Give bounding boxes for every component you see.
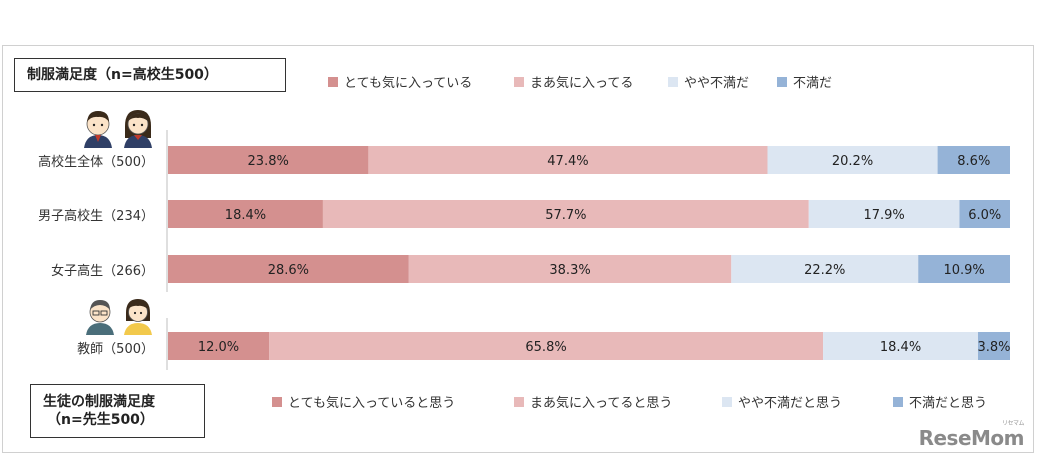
legend-bottom-item-4: 不満だと思う bbox=[893, 392, 987, 411]
data-label-teacher-somewhat-satisfied: 65.8% bbox=[525, 340, 566, 355]
chart-title-teachers: 生徒の制服満足度 （n=先生500） bbox=[30, 384, 205, 438]
legend-swatch bbox=[514, 396, 524, 407]
legend-label: 不満だと思う bbox=[909, 396, 988, 411]
bar-teacher-somewhat-dissatisfied bbox=[823, 332, 979, 360]
bar-teacher-very-satisfied bbox=[168, 332, 270, 360]
data-label-all-very-satisfied: 23.8% bbox=[248, 154, 289, 169]
data-label-teacher-somewhat-dissatisfied: 18.4% bbox=[880, 340, 921, 355]
legend-swatch bbox=[328, 76, 338, 87]
student-icons bbox=[84, 110, 152, 148]
bar-all-very-satisfied bbox=[168, 146, 369, 174]
legend-swatch bbox=[722, 396, 732, 407]
resemom-watermark: リセマム ReseMom bbox=[918, 420, 1025, 450]
chart-title-teachers-line2: （n=先生500） bbox=[47, 412, 154, 428]
watermark-sub: リセマム bbox=[1001, 420, 1025, 427]
data-label-female-dissatisfied: 10.9% bbox=[943, 263, 984, 278]
legend-label: 不満だ bbox=[793, 76, 833, 91]
row-label-all: 高校生全体（500） bbox=[38, 155, 154, 170]
legend-bottom-item-1: とても気に入っていると思う bbox=[272, 392, 455, 411]
bar-all-dissatisfied bbox=[937, 146, 1010, 174]
data-label-male-somewhat-satisfied: 57.7% bbox=[545, 208, 586, 223]
bar-female-somewhat-dissatisfied bbox=[731, 255, 919, 283]
bar-male-somewhat-satisfied bbox=[322, 200, 809, 228]
legend-label: とても気に入っていると思う bbox=[288, 396, 456, 411]
legend-swatch bbox=[893, 396, 903, 407]
legend-swatch bbox=[272, 396, 282, 407]
data-label-male-somewhat-dissatisfied: 17.9% bbox=[863, 208, 904, 223]
data-label-female-somewhat-dissatisfied: 22.2% bbox=[804, 263, 845, 278]
row-label-teacher: 教師（500） bbox=[77, 342, 154, 357]
legend-swatch bbox=[514, 76, 524, 87]
data-label-all-somewhat-satisfied: 47.4% bbox=[547, 154, 588, 169]
legend-top-item-3: やや不満だ bbox=[668, 72, 749, 91]
legend-label: まあ気に入ってると思う bbox=[530, 396, 673, 411]
bar-all-somewhat-dissatisfied bbox=[767, 146, 938, 174]
teacher-icons bbox=[86, 299, 152, 335]
legend-swatch bbox=[777, 76, 787, 87]
legend-bottom-item-2: まあ気に入ってると思う bbox=[514, 392, 672, 411]
row-label-male: 男子高校生（234） bbox=[38, 209, 154, 224]
male-teacher-icon bbox=[86, 300, 114, 335]
legend-bottom-item-3: やや不満だと思う bbox=[722, 392, 842, 411]
data-label-male-very-satisfied: 18.4% bbox=[225, 208, 266, 223]
female-teacher-icon bbox=[124, 299, 152, 335]
bar-group: 23.8% 47.4% 20.2% 8.6% 18.4% 57.7% 17.9% 6.0% 28… bbox=[168, 146, 1011, 360]
legend-label: やや不満だと思う bbox=[738, 396, 843, 411]
legend-swatch bbox=[668, 76, 678, 87]
bar-teacher-dissatisfied bbox=[978, 332, 1010, 360]
data-label-teacher-dissatisfied: 3.8% bbox=[977, 340, 1010, 355]
bar-all-somewhat-satisfied bbox=[368, 146, 768, 174]
bar-female-somewhat-satisfied bbox=[408, 255, 732, 283]
bar-male-somewhat-dissatisfied bbox=[808, 200, 960, 228]
chart-title-students: 制服満足度（n=高校生500） bbox=[14, 58, 286, 92]
bar-female-very-satisfied bbox=[168, 255, 409, 283]
data-label-female-very-satisfied: 28.6% bbox=[268, 263, 309, 278]
data-label-female-somewhat-satisfied: 38.3% bbox=[549, 263, 590, 278]
bar-male-very-satisfied bbox=[168, 200, 323, 228]
female-student-icon bbox=[124, 110, 152, 148]
data-label-all-dissatisfied: 8.6% bbox=[957, 154, 990, 169]
data-label-male-dissatisfied: 6.0% bbox=[968, 208, 1001, 223]
legend-top-item-4: 不満だ bbox=[777, 72, 832, 91]
data-label-teacher-very-satisfied: 12.0% bbox=[198, 340, 239, 355]
watermark-text: ReseMom bbox=[918, 426, 1025, 450]
legend-top-item-2: まあ気に入ってる bbox=[514, 72, 633, 91]
legend-label: やや不満だ bbox=[684, 76, 750, 91]
chart-title-teachers-line1: 生徒の制服満足度 bbox=[43, 394, 155, 410]
bar-female-dissatisfied bbox=[918, 255, 1010, 283]
chart-title-students-text: 制服満足度（n=高校生500） bbox=[27, 67, 218, 83]
legend-label: まあ気に入ってる bbox=[530, 76, 634, 91]
legend-label: とても気に入っている bbox=[344, 76, 473, 91]
data-label-all-somewhat-dissatisfied: 20.2% bbox=[832, 154, 873, 169]
legend-top-item-1: とても気に入っている bbox=[328, 72, 472, 91]
chart-frame bbox=[2, 45, 1034, 453]
male-student-icon bbox=[84, 111, 112, 148]
bar-teacher-somewhat-satisfied bbox=[269, 332, 824, 360]
row-label-female: 女子高生（266） bbox=[51, 264, 154, 279]
bar-male-dissatisfied bbox=[959, 200, 1010, 228]
